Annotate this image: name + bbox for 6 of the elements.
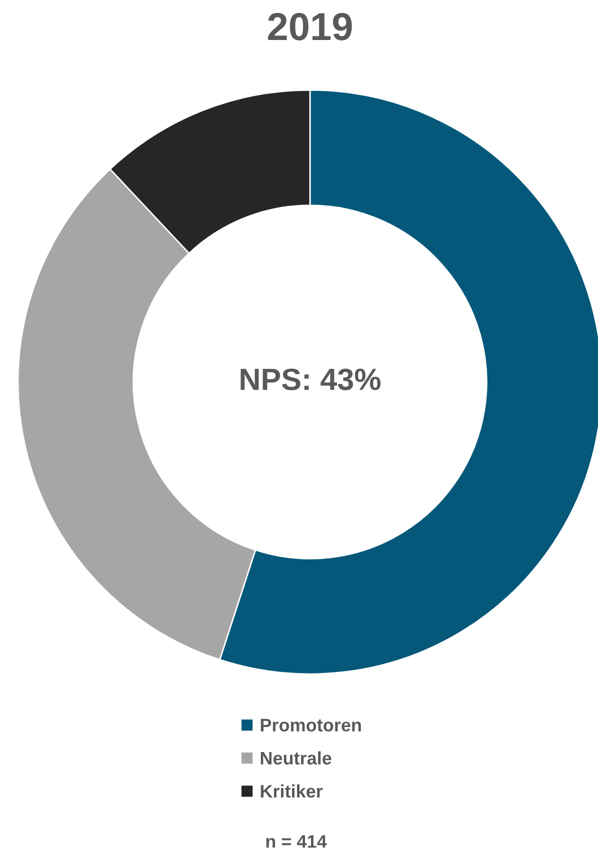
legend-label: Neutrale <box>260 751 332 765</box>
text: NPS: 43% <box>240 368 381 390</box>
legend-label: Kritiker <box>260 784 323 798</box>
text: n = 414 <box>266 835 327 848</box>
chart-title: 2019 <box>268 12 352 40</box>
legend-label: Promotoren <box>260 718 361 732</box>
